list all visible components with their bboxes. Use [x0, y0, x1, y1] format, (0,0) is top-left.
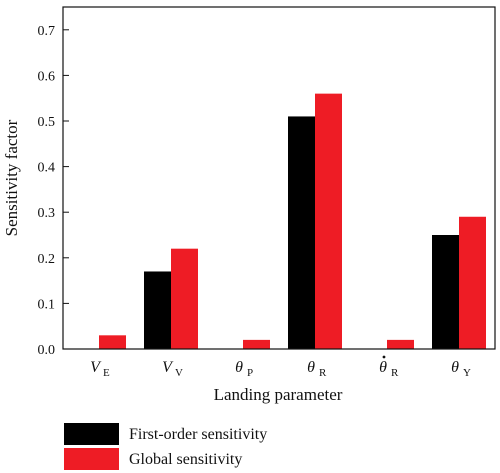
x-tick-symbol: θ — [235, 359, 243, 376]
bar — [387, 339, 414, 349]
plot-frame — [62, 6, 496, 350]
x-tick-symbol: θ — [307, 359, 315, 376]
x-tick-symbol: θ — [379, 359, 387, 376]
y-tick-label: 0.1 — [38, 297, 56, 312]
legend-label: First-order sensitivity — [129, 426, 267, 443]
bar — [99, 335, 126, 349]
bar — [432, 235, 459, 349]
x-axis-title: Landing parameter — [214, 385, 343, 404]
x-tick-subscript: R — [391, 367, 399, 379]
x-tick-subscript: E — [103, 367, 110, 379]
x-tick-subscript: V — [175, 367, 183, 379]
bar — [243, 339, 270, 349]
legend-label: Global sensitivity — [129, 451, 242, 468]
bar — [171, 248, 198, 349]
bar — [144, 271, 171, 349]
dot-accent — [382, 355, 386, 359]
bar — [459, 216, 486, 349]
legend: First-order sensitivity Global sensitivit… — [64, 423, 267, 470]
y-tick-label: 0.5 — [38, 115, 56, 130]
bar — [315, 93, 342, 349]
y-axis-title: Sensitivity factor — [2, 119, 21, 236]
y-tick-label: 0.4 — [38, 161, 56, 176]
y-tick-label: 0.0 — [38, 343, 56, 358]
y-tick-label: 0.2 — [38, 252, 56, 267]
bars-group — [99, 93, 486, 349]
y-tick-label: 0.7 — [38, 24, 56, 39]
legend-swatch — [64, 448, 119, 470]
x-tick-symbol: V — [162, 359, 174, 376]
y-tick-label: 0.3 — [38, 206, 56, 221]
y-tick-label: 0.6 — [38, 69, 56, 84]
x-tick-subscript: R — [319, 367, 327, 379]
legend-swatch — [64, 423, 119, 445]
x-tick-subscript: Y — [463, 367, 471, 379]
x-tick-subscript: P — [247, 367, 253, 379]
y-axis: 0.0 0.1 0.2 0.3 0.4 0.5 0.6 0.7 — [38, 24, 69, 358]
bar — [288, 116, 315, 349]
x-tick-symbol: V — [90, 359, 102, 376]
x-tick-symbol: θ — [451, 359, 459, 376]
